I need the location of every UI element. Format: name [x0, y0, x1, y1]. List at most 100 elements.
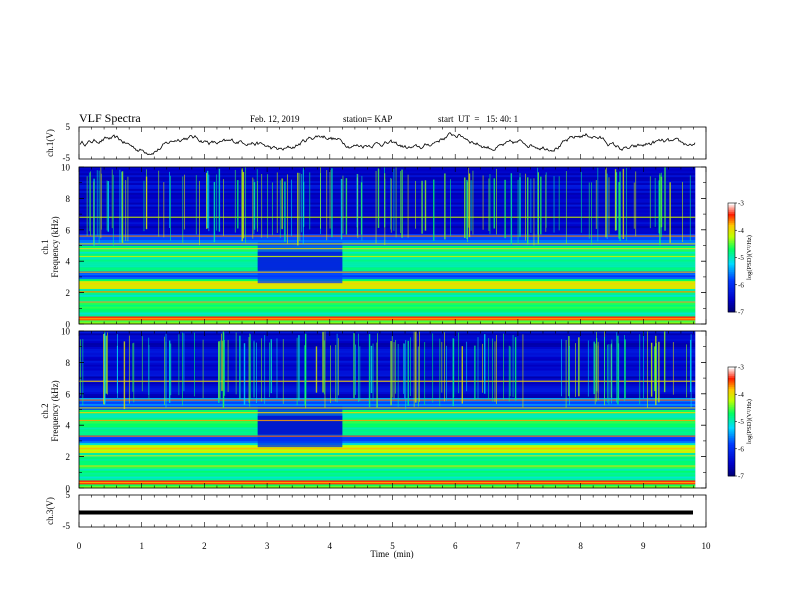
spectrogram-sferic	[218, 341, 220, 399]
spectrogram-sferic	[221, 333, 222, 391]
spectrogram-band	[79, 466, 696, 469]
colorbar-segment	[728, 262, 735, 266]
ch1-waveform-panel: 5 -5 ch.1(V)	[45, 122, 707, 163]
spectrogram-sferic	[492, 338, 493, 402]
colorbar-segment	[728, 406, 735, 410]
spectrogram-sferic	[395, 167, 397, 238]
spectrogram-sferic	[103, 334, 105, 405]
spectrogram-sferic	[357, 174, 359, 239]
spectrogram-sferic	[508, 345, 510, 402]
spectrogram-band	[79, 460, 696, 463]
spectrogram-band	[79, 202, 696, 205]
colorbar-segment	[728, 266, 735, 269]
spectrogram-sferic	[391, 336, 393, 398]
spectrogram-band	[79, 348, 696, 351]
spectrogram-band	[79, 225, 696, 229]
spectrogram-sferic	[243, 343, 246, 405]
spectrogram-sferic	[361, 175, 363, 241]
spectrogram-sferic	[86, 176, 88, 236]
spectrogram-sferic	[503, 333, 504, 401]
colorbar-segment	[728, 390, 735, 393]
spectrogram-band	[79, 304, 696, 307]
spectrogram-tone-line	[79, 255, 696, 258]
spectrogram-band	[79, 276, 696, 280]
spectrogram-band	[79, 320, 696, 323]
spectrogram-band	[79, 356, 696, 359]
spectrogram-sferic	[466, 179, 468, 240]
colorbar-tick-label: -7	[738, 309, 744, 317]
spectrogram-sferic	[514, 337, 517, 401]
spectrogram-sferic	[659, 172, 661, 244]
colorbar-segment	[728, 450, 735, 453]
spectrogram-sferic	[384, 173, 386, 245]
spectrogram-sferic	[184, 174, 186, 230]
spectrogram-band	[79, 401, 696, 404]
spectrogram-sferic	[335, 344, 337, 402]
spectrogram-sferic	[104, 332, 106, 404]
colorbar-segment	[728, 292, 735, 295]
spectrogram-tone-line	[79, 235, 696, 237]
spectrogram-sferic	[482, 343, 483, 393]
spectrogram-sferic	[330, 345, 331, 403]
colorbar-segment	[728, 226, 735, 229]
spectrogram-sferic	[340, 178, 343, 240]
colorbar-segment	[728, 432, 735, 435]
colorbar-segment	[728, 446, 735, 450]
spectrogram-band	[79, 342, 696, 346]
header-date: Feb. 12, 2019	[250, 114, 300, 124]
spectrogram-sferic	[223, 333, 225, 406]
spectrogram-tone-line	[79, 216, 696, 218]
spectrogram-sferic	[298, 335, 300, 401]
spectrogram-band	[79, 237, 696, 240]
spectrogram-sferic	[461, 346, 463, 404]
colorbar-tick-label: -5	[738, 254, 744, 262]
time-tick-label: 1	[139, 541, 144, 551]
spectrogram-sferic	[545, 174, 547, 232]
spectrogram-sferic	[569, 345, 570, 406]
spectrogram-tone-line	[79, 317, 696, 320]
spectrogram-sferic	[474, 345, 476, 400]
spectrogram-sferic	[530, 178, 532, 233]
spectrogram-no-data	[695, 167, 706, 324]
spectrogram-band	[79, 484, 696, 487]
spectrogram-sferic	[89, 172, 91, 232]
colorbar-segment	[728, 261, 735, 264]
spectrogram-sferic	[522, 334, 524, 408]
spectrogram-band	[79, 417, 696, 420]
spectrogram-sferic	[284, 181, 286, 242]
colorbar-segment	[728, 474, 735, 477]
colorbar-segment	[728, 255, 735, 258]
spectrogram-sferic	[119, 169, 121, 243]
spectrogram-sferic	[121, 171, 122, 243]
spectrogram-sferic	[404, 343, 405, 399]
spectrogram-band	[79, 405, 696, 408]
spectrogram-band	[79, 296, 696, 299]
spectrogram-band	[79, 431, 696, 434]
spectrogram-tone-line	[79, 435, 696, 437]
spectrogram-sferic	[533, 178, 535, 246]
colorbar-segment	[728, 206, 735, 209]
spectrogram-sferic	[401, 169, 403, 238]
spectrogram-sferic	[452, 338, 454, 407]
colorbar-segment	[728, 286, 735, 289]
spectrogram-sferic	[242, 171, 245, 239]
spectrogram-sferic	[261, 174, 263, 238]
spectrogram-sferic	[626, 167, 627, 241]
spectrogram-band	[79, 425, 696, 428]
ch3-ytick-5: 5	[66, 490, 71, 500]
spectrogram-band	[79, 180, 696, 183]
colorbar-segment	[728, 272, 735, 275]
colorbar-segment	[728, 219, 735, 222]
spectrogram-sferic	[111, 169, 113, 229]
spectrogram-sferic	[235, 332, 237, 395]
ch1-spectrogram-ylabel-1: ch.1	[40, 239, 50, 254]
spectrogram-sferic	[100, 167, 102, 239]
spectrogram-band	[79, 257, 696, 260]
colorbar-segment	[728, 396, 735, 399]
spectrogram-sferic	[182, 332, 183, 406]
spectrogram-sferic	[256, 342, 257, 404]
spectrogram-band	[79, 186, 696, 189]
spectrogram-sferic	[264, 335, 266, 404]
spectrogram-tone-line	[79, 380, 696, 382]
spectrogram-sferic	[237, 180, 239, 229]
